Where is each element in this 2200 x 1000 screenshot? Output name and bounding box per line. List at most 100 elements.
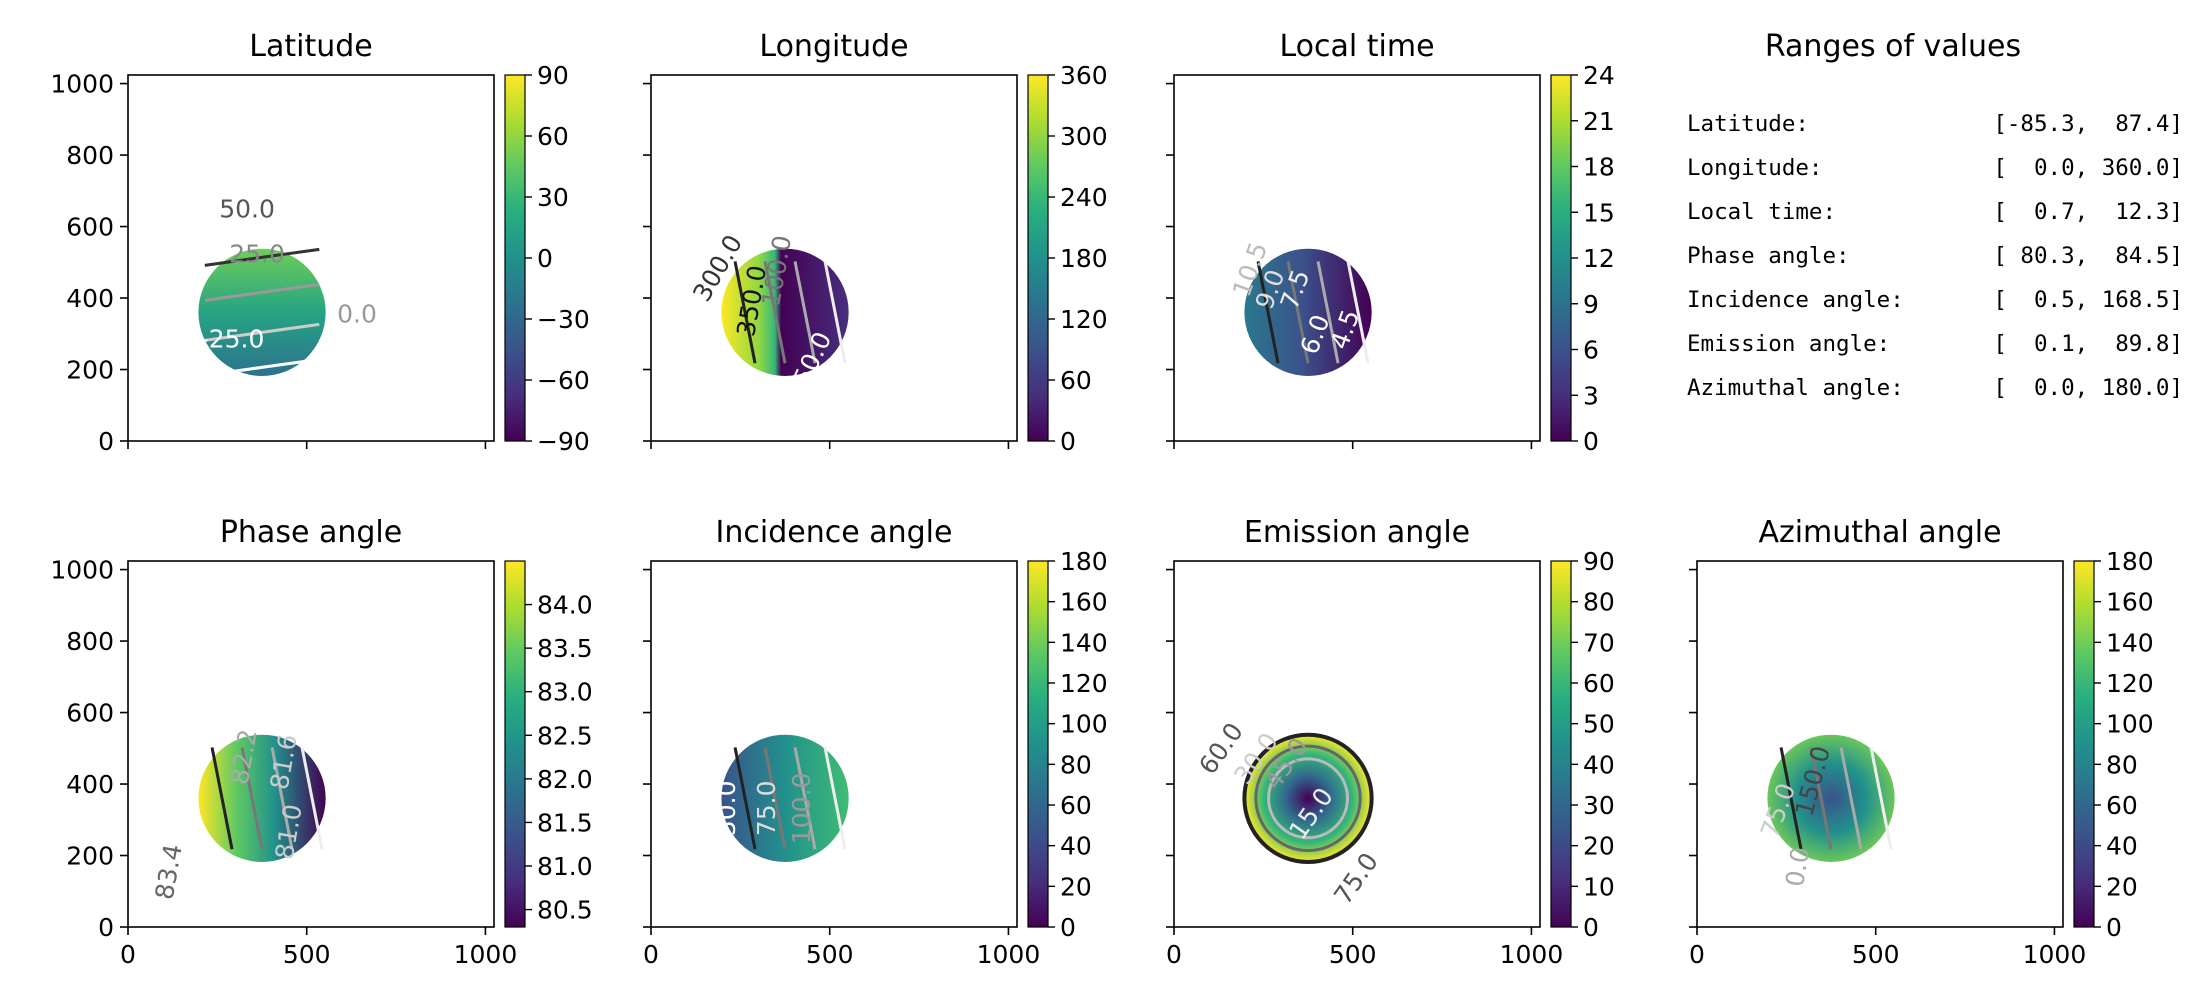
x-tick-label: 500 [806,940,854,969]
contour-line [733,747,757,850]
colorbar-tick-label: 30 [537,183,569,212]
contour-lines [1256,261,1370,364]
ranges-row: Latitude: [-85.3, 87.4] [1687,111,2183,137]
x-tick-label: 1000 [2023,940,2087,969]
y-tick-label: 800 [66,627,114,656]
y-tick-label: 600 [66,699,114,728]
contour-label: 50.0 [219,194,275,223]
colorbar-tick-label: 83.0 [537,678,593,707]
colorbar-tick-label: 40 [2106,832,2138,861]
ranges-row: Local time: [ 0.7, 12.3] [1687,199,2183,225]
ranges-row: Phase angle: [ 80.3, 84.5] [1687,243,2183,269]
ranges-row: Emission angle: [ 0.1, 89.8] [1687,331,2183,357]
colorbar-tick-label: 120 [2106,669,2154,698]
colorbar-tick-label: 10 [1583,872,1615,901]
colorbar-tick-label: 140 [2106,628,2154,657]
disk-image [1244,734,1372,862]
colorbar-tick-label: 180 [1060,547,1108,576]
contour-line [1286,261,1310,364]
contour-line [1267,757,1349,840]
x-tick-label: 1000 [1500,940,1564,969]
contour-line [733,261,757,364]
colorbar-tick-label: 0 [1060,913,1076,942]
x-tick-label: 0 [643,940,659,969]
colorbar-tick-label: 12 [1583,244,1615,273]
contour-lines [733,747,847,850]
y-tick-label: 400 [66,284,114,313]
colorbar-tick-label: 60 [1060,366,1092,395]
ranges-row-name: Local time: [1687,199,1836,225]
colorbar-tick-label: 81.0 [537,852,593,881]
colorbar-tick-label: 40 [1060,832,1092,861]
contour-line [1254,744,1362,852]
contour-line [1242,732,1374,864]
axes-frame [650,560,1018,928]
colorbar-tick-label: 40 [1583,750,1615,779]
colorbar-tick-label: 18 [1583,153,1615,182]
panel-title: Emission angle [1244,515,1470,550]
colorbar-tick-label: −90 [537,427,590,456]
ranges-row-name: Azimuthal angle: [1687,375,1904,401]
colorbar-tick-label: 300 [1060,122,1108,151]
colorbar-tick-label: 0 [537,244,553,273]
contour-line [1346,261,1370,364]
colorbar-tick-label: 50 [1583,710,1615,739]
colorbar [1027,74,1049,442]
colorbar [1550,560,1572,928]
colorbar-tick-label: 240 [1060,183,1108,212]
colorbar-tick-label: 20 [2106,872,2138,901]
ranges-row-value: [ 0.1, 89.8] [1993,331,2183,357]
colorbar-tick-label: 140 [1060,628,1108,657]
ranges-row-name: Incidence angle: [1687,287,1904,313]
y-tick-label: 400 [66,770,114,799]
ranges-row: Incidence angle: [ 0.5, 168.5] [1687,287,2183,313]
contour-line [823,747,847,850]
colorbar-tick-label: 80 [2106,750,2138,779]
contour-label: 100.0 [787,773,816,845]
panel-title: Incidence angle [716,515,953,550]
ranges-row-name: Latitude: [1687,111,1809,137]
colorbar [1550,74,1572,442]
x-tick-label: 500 [283,940,331,969]
colorbar-tick-label: 160 [2106,588,2154,617]
ranges-row-name: Emission angle: [1687,331,1890,357]
contour-line [763,261,787,364]
colorbar-tick-label: 60 [1583,669,1615,698]
x-tick-label: 500 [1852,940,1900,969]
contour-line [1869,747,1893,850]
contour-line [1779,747,1803,850]
contour-line [1809,747,1833,850]
colorbar [1027,560,1049,928]
contour-label: 50.0 [712,780,741,836]
axes-frame [127,560,495,928]
contour-line [1316,261,1340,364]
colorbar-tick-label: −30 [537,305,590,334]
colorbar-tick-label: 360 [1060,61,1108,90]
colorbar-tick-label: 82.0 [537,765,593,794]
y-tick-label: 0 [98,913,114,942]
contour-line [300,747,324,850]
contour-line [763,747,787,850]
contour-label: 83.4 [150,842,188,902]
panel-title: Phase angle [220,515,402,550]
colorbar-tick-label: 84.0 [537,591,593,620]
contour-label: 25.0 [229,239,285,268]
contour-line [240,747,264,850]
contour-line [270,747,294,850]
colorbar [504,74,526,442]
disk-image [198,734,326,862]
ranges-row-value: [ 0.0, 180.0] [1993,375,2183,401]
colorbar-tick-label: 70 [1583,628,1615,657]
x-tick-label: 0 [120,940,136,969]
x-tick-label: 0 [1166,940,1182,969]
colorbar-tick-label: 80 [1060,750,1092,779]
disk-image [721,734,849,862]
contour-line [823,261,847,364]
colorbar-tick-label: 120 [1060,305,1108,334]
panel-longitude: Longitude300.0350.0100.050.0360300240180… [643,29,1108,456]
contour-line [204,282,320,302]
colorbar-tick-label: 60 [537,122,569,151]
